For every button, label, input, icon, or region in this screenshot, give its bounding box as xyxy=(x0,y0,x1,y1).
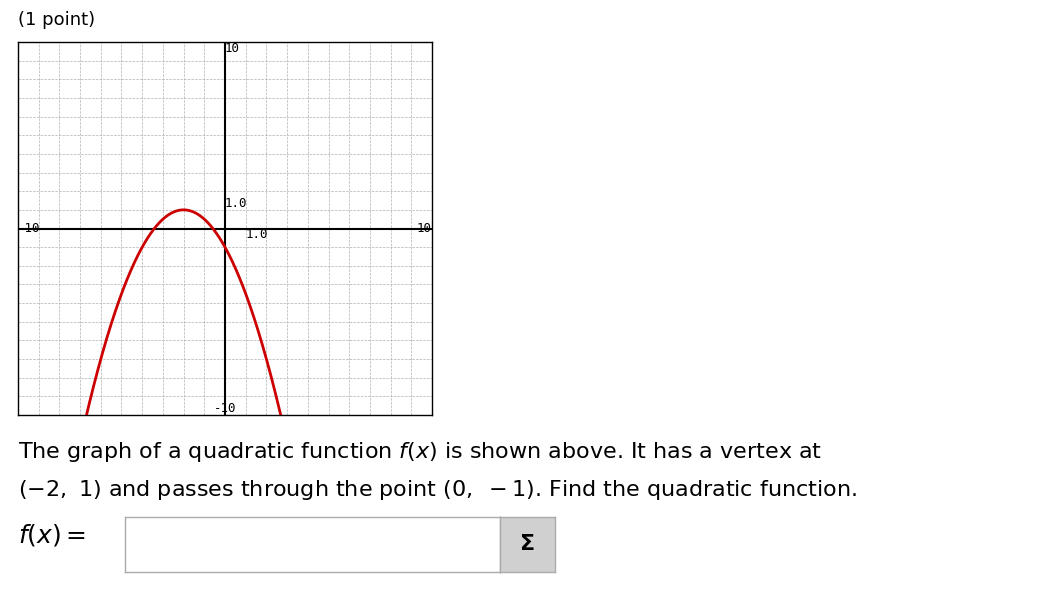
Text: Σ: Σ xyxy=(520,534,536,554)
Text: $f(x) =$: $f(x) =$ xyxy=(18,522,86,548)
Text: (1 point): (1 point) xyxy=(18,11,95,29)
Text: 1.0: 1.0 xyxy=(246,229,268,241)
Text: The graph of a quadratic function $f(x)$ is shown above. It has a vertex at: The graph of a quadratic function $f(x)$… xyxy=(18,440,822,464)
Text: 1.0: 1.0 xyxy=(225,197,248,210)
Text: 10: 10 xyxy=(225,42,240,55)
Text: $(-2,\ 1)$ and passes through the point $(0,\ -1)$. Find the quadratic function.: $(-2,\ 1)$ and passes through the point … xyxy=(18,478,857,502)
Text: 10: 10 xyxy=(417,222,432,235)
Text: -10: -10 xyxy=(213,402,236,415)
Text: -10: -10 xyxy=(18,222,41,235)
